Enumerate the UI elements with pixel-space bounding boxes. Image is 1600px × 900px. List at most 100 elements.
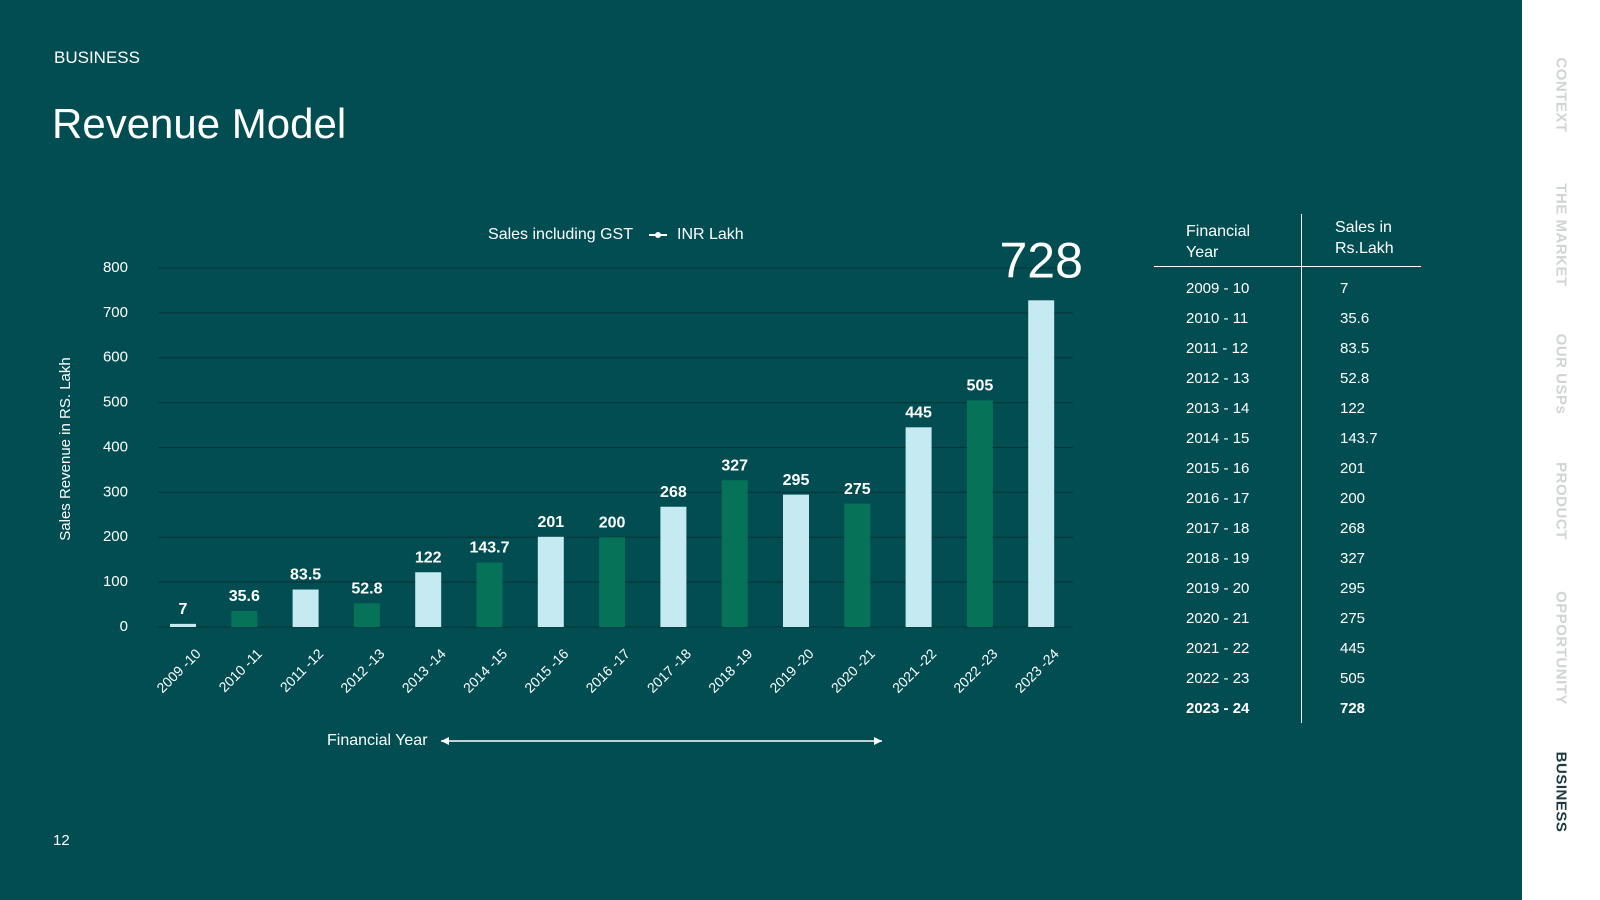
bar (966, 400, 993, 627)
chart: Sales including GST INR Lakh Sales Reven… (57, 226, 1083, 749)
data-label: 52.8 (351, 581, 382, 598)
bar (537, 536, 564, 627)
table-cell: 2018 - 19 (1186, 550, 1250, 567)
y-tick-label: 300 (103, 483, 128, 500)
table-cell: 2010 - 11 (1186, 310, 1249, 327)
data-label: 7 (179, 601, 188, 618)
bar (844, 503, 871, 627)
bar (476, 562, 503, 627)
bar (721, 480, 748, 627)
x-tick-label: 2018 -19 (705, 645, 756, 696)
legend-marker (655, 232, 661, 238)
bar (231, 611, 258, 627)
data-label: 505 (967, 378, 994, 395)
data-label: 327 (721, 457, 748, 474)
table-cell: 200 (1340, 490, 1366, 507)
y-tick-label: 400 (103, 438, 128, 455)
table-cell: 35.6 (1340, 310, 1370, 327)
bar (292, 589, 319, 627)
table-cell: 2009 - 10 (1186, 280, 1250, 297)
data-label: 275 (844, 481, 871, 498)
data-label: 35.6 (229, 588, 260, 605)
data-label: 295 (783, 472, 810, 489)
table-cell: 275 (1340, 610, 1366, 627)
table-header: Sales in Rs.Lakh (1335, 219, 1394, 257)
y-axis-label: Sales Revenue in RS. Lakh (57, 357, 74, 540)
x-tick-label: 2015 -16 (521, 645, 572, 696)
bar (353, 603, 380, 627)
table-cell: 728 (1340, 700, 1366, 717)
table-cell: 83.5 (1340, 340, 1370, 357)
x-tick-label: 2020 -21 (828, 645, 879, 696)
table-cell: 2020 - 21 (1186, 610, 1250, 627)
x-tick-label: 2014 -15 (460, 645, 511, 696)
table-rule (1154, 266, 1421, 267)
table-cell: 143.7 (1340, 430, 1378, 447)
table-cell: 445 (1340, 640, 1366, 657)
x-tick-label: 2017 -18 (644, 645, 695, 696)
x-tick-label: 2013 -14 (399, 645, 450, 696)
bar (1028, 300, 1055, 627)
table-cell: 122 (1340, 400, 1366, 417)
y-tick-label: 600 (103, 349, 128, 366)
nav-item[interactable]: PRODUCT (1552, 462, 1570, 540)
y-tick-label: 200 (103, 528, 128, 545)
nav-item[interactable]: THE MARKET (1552, 183, 1570, 287)
data-label: 728 (999, 233, 1082, 289)
x-tick-label: 2009 -10 (153, 645, 204, 696)
x-axis-label: Financial Year (327, 732, 428, 749)
page-number: 12 (53, 832, 70, 849)
section-label: BUSINESS (54, 48, 140, 67)
table-cell: 2017 - 18 (1186, 520, 1250, 537)
table-cell: 2014 - 15 (1186, 430, 1250, 447)
slide-title: Revenue Model (52, 100, 347, 147)
table-header: Financial Year (1186, 223, 1251, 261)
table-cell: 2023 - 24 (1186, 700, 1250, 717)
y-tick-label: 700 (103, 304, 128, 321)
table-cell: 52.8 (1340, 370, 1370, 387)
table-cell: 268 (1340, 520, 1366, 537)
data-label: 445 (905, 405, 932, 422)
bar (783, 494, 809, 627)
table-cell: 2022 - 23 (1186, 670, 1250, 687)
data-label: 268 (660, 484, 687, 501)
data-label: 200 (599, 514, 626, 531)
side-nav: CONTEXT THE MARKET OUR USPs PRODUCT OPPORTUN… (1522, 0, 1600, 900)
table-divider (1301, 214, 1302, 723)
data-label: 143.7 (469, 540, 509, 557)
x-tick-label: 2016 -17 (582, 645, 633, 696)
table-cell: 2021 - 22 (1186, 640, 1250, 657)
bar (905, 427, 932, 627)
y-tick-label: 800 (103, 259, 128, 276)
table-cell: 2016 - 17 (1186, 490, 1250, 507)
table-cell: 2015 - 16 (1186, 460, 1250, 477)
legend-unit: INR Lakh (677, 226, 744, 243)
table-cell: 327 (1340, 550, 1366, 567)
table-cell: 2019 - 20 (1186, 580, 1250, 597)
x-tick-label: 2023 -24 (1012, 645, 1063, 696)
bar (599, 537, 626, 627)
x-tick-label: 2010 -11 (215, 645, 265, 695)
y-tick-label: 0 (120, 618, 128, 635)
y-tick-label: 500 (103, 394, 128, 411)
nav-item[interactable]: BUSINESS (1552, 751, 1570, 833)
x-tick-label: 2012 -13 (337, 645, 388, 696)
y-tick-label: 100 (103, 573, 128, 590)
bar (415, 572, 442, 627)
table-cell: 2013 - 14 (1186, 400, 1250, 417)
nav-item[interactable]: CONTEXT (1552, 57, 1570, 133)
x-tick-label: 2022 -23 (950, 645, 1001, 696)
data-label: 201 (537, 514, 564, 531)
bar (660, 506, 687, 627)
nav-item[interactable]: OUR USPs (1552, 333, 1570, 415)
table-cell: 295 (1340, 580, 1366, 597)
x-tick-label: 2019 -20 (766, 645, 817, 696)
x-tick-label: 2021 -22 (889, 645, 940, 696)
x-tick-label: 2011 -12 (277, 645, 327, 695)
bar (170, 623, 196, 627)
table-cell: 2011 - 12 (1186, 340, 1249, 357)
nav-item[interactable]: OPPORTUNITY (1552, 591, 1570, 705)
table-cell: 2012 - 13 (1186, 370, 1250, 387)
table-cell: 201 (1340, 460, 1366, 477)
